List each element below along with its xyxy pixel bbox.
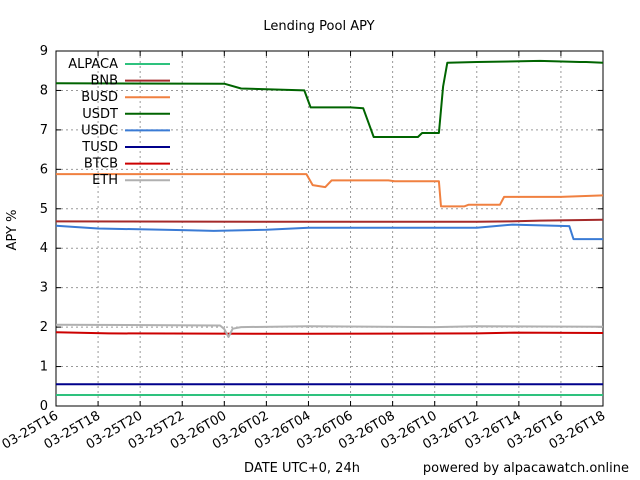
footer-credit: powered by alpacawatch.online [423, 461, 629, 476]
legend-label-tusd: TUSD [81, 140, 118, 155]
y-tick-label: 8 [40, 83, 48, 98]
y-tick-label: 5 [40, 202, 48, 217]
series-line-eth [55, 323, 604, 338]
y-tick-label: 0 [40, 399, 48, 414]
y-tick-label: 1 [40, 360, 48, 375]
series-line-btcb [55, 331, 604, 335]
y-tick-label: 2 [40, 320, 48, 335]
series-line-usdc [55, 223, 603, 241]
plot-frame [55, 50, 604, 407]
y-tick-label: 4 [40, 241, 48, 256]
legend-label-busd: BUSD [81, 90, 118, 105]
series-line-usdt [55, 59, 604, 138]
y-tick-label: 3 [40, 281, 48, 296]
series-line-bnb [55, 218, 604, 223]
legend-label-bnb: BNB [90, 74, 118, 89]
legend-label-eth: ETH [92, 173, 118, 188]
legend-label-usdt: USDT [82, 107, 118, 122]
legend-label-btcb: BTCB [84, 157, 118, 172]
series-lines [55, 59, 604, 396]
x-axis-label: DATE UTC+0, 24h [244, 461, 360, 476]
series-line-busd [56, 173, 604, 208]
y-tick-label: 6 [40, 162, 48, 177]
legend-label-alpaca: ALPACA [68, 57, 118, 72]
y-axis-label: APY % [5, 210, 20, 251]
chart-title: Lending Pool APY [263, 19, 374, 34]
y-axis: 0 1 2 3 4 5 6 7 8 9 [40, 44, 603, 414]
y-tick-label: 7 [40, 123, 48, 138]
y-tick-label: 9 [40, 44, 48, 59]
legend-label-usdc: USDC [81, 123, 118, 138]
